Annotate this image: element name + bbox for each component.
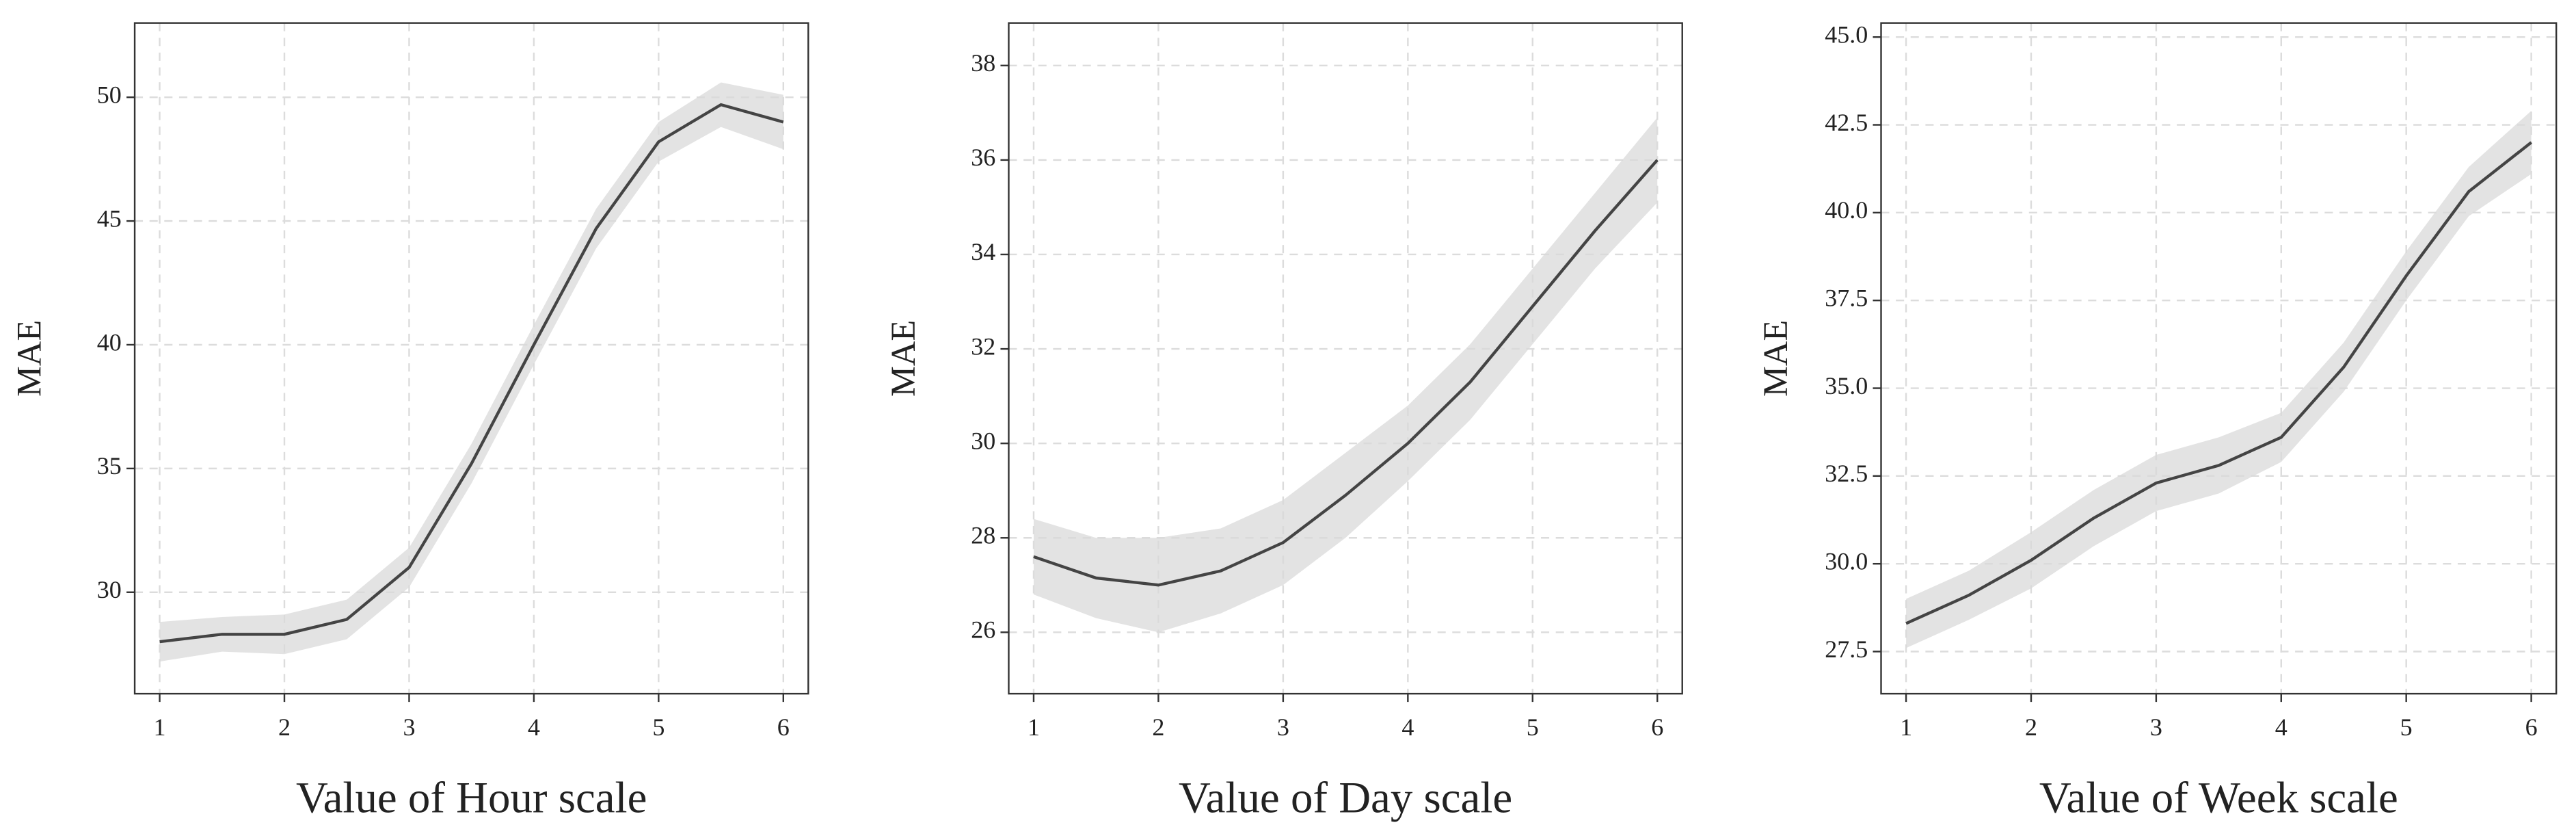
y-tick-label: 45.0 — [1825, 21, 1868, 48]
confidence-band — [159, 82, 783, 662]
x-tick-label: 2 — [2025, 713, 2037, 741]
plot-frame — [1880, 22, 2558, 695]
confidence-band — [1033, 117, 1658, 633]
x-tick-label: 5 — [652, 713, 665, 741]
y-tick-label: 26 — [971, 616, 995, 644]
y-tick-label: 34 — [971, 238, 995, 265]
x-tick-label: 6 — [2525, 713, 2538, 741]
y-tick-label: 35.0 — [1825, 372, 1868, 399]
y-tick-label: 28 — [971, 522, 995, 549]
x-tick-label: 2 — [1152, 713, 1164, 741]
x-tick-label: 4 — [528, 713, 540, 741]
x-axis-label: Value of Hour scale — [296, 774, 647, 823]
x-tick-label: 6 — [777, 713, 790, 741]
y-tick-label: 32 — [971, 332, 995, 360]
y-tick-label: 42.5 — [1825, 109, 1868, 136]
y-axis-label: MAE — [10, 320, 49, 397]
line — [159, 103, 784, 644]
y-tick-label: 30.0 — [1825, 547, 1868, 575]
x-axis-label: Value of Day scale — [1179, 774, 1512, 823]
x-tick-label: 4 — [1401, 713, 1414, 741]
y-tick-label: 36 — [971, 144, 995, 171]
x-tick-label: 4 — [2275, 713, 2287, 741]
x-tick-label: 6 — [1651, 713, 1663, 741]
y-tick-label: 30 — [97, 576, 122, 603]
x-tick-label: 3 — [403, 713, 415, 741]
y-tick-label: 38 — [971, 49, 995, 77]
x-tick-label: 1 — [1900, 713, 1912, 741]
y-axis-label: MAE — [1756, 320, 1795, 397]
x-tick-label: 2 — [278, 713, 291, 741]
y-axis-label: MAE — [884, 320, 922, 397]
y-tick-label: 40 — [97, 328, 122, 356]
x-tick-label: 5 — [1527, 713, 1539, 741]
y-tick-label: 32.5 — [1825, 460, 1868, 487]
y-tick-label: 27.5 — [1825, 635, 1868, 663]
y-tick-label: 50 — [97, 81, 122, 108]
x-tick-label: 1 — [154, 713, 166, 741]
line — [1905, 141, 2532, 625]
x-tick-label: 5 — [2400, 713, 2413, 741]
x-tick-label: 1 — [1028, 713, 1040, 741]
y-tick-label: 40.0 — [1825, 196, 1868, 224]
x-tick-label: 3 — [1277, 713, 1289, 741]
confidence-band — [1906, 110, 2532, 648]
y-tick-label: 45 — [97, 205, 122, 232]
y-tick-label: 37.5 — [1825, 284, 1868, 311]
plot-frame — [133, 22, 809, 695]
y-tick-label: 35 — [97, 452, 122, 480]
x-tick-label: 3 — [2150, 713, 2162, 741]
x-axis-label: Value of Week scale — [2039, 774, 2398, 823]
y-tick-label: 30 — [971, 427, 995, 454]
line — [1033, 159, 1659, 587]
plot-frame — [1008, 22, 1683, 695]
